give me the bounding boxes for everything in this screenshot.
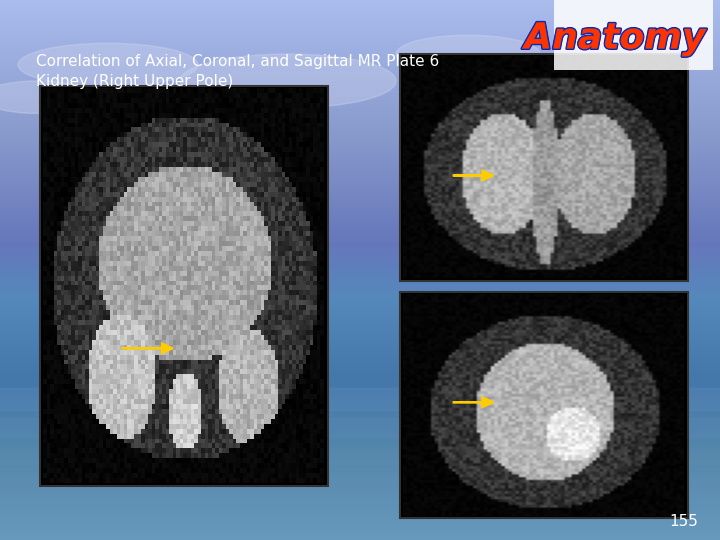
FancyArrow shape	[454, 171, 493, 180]
FancyArrow shape	[122, 343, 173, 353]
Text: Anatomy: Anatomy	[524, 22, 706, 56]
FancyBboxPatch shape	[400, 292, 688, 518]
Text: 155: 155	[670, 514, 698, 529]
Ellipse shape	[18, 43, 198, 86]
FancyBboxPatch shape	[40, 86, 328, 486]
FancyBboxPatch shape	[0, 476, 720, 491]
Ellipse shape	[180, 54, 396, 108]
FancyBboxPatch shape	[0, 389, 720, 410]
Ellipse shape	[0, 81, 90, 113]
Text: Anatomy: Anatomy	[524, 22, 706, 56]
Ellipse shape	[396, 35, 540, 73]
FancyBboxPatch shape	[554, 0, 713, 70]
Text: Correlation of Axial, Coronal, and Sagittal MR Plate 6
Kidney (Right Upper Pole): Correlation of Axial, Coronal, and Sagit…	[36, 54, 439, 89]
FancyBboxPatch shape	[0, 448, 720, 464]
FancyBboxPatch shape	[0, 418, 720, 437]
FancyArrow shape	[454, 397, 493, 407]
FancyBboxPatch shape	[400, 54, 688, 281]
